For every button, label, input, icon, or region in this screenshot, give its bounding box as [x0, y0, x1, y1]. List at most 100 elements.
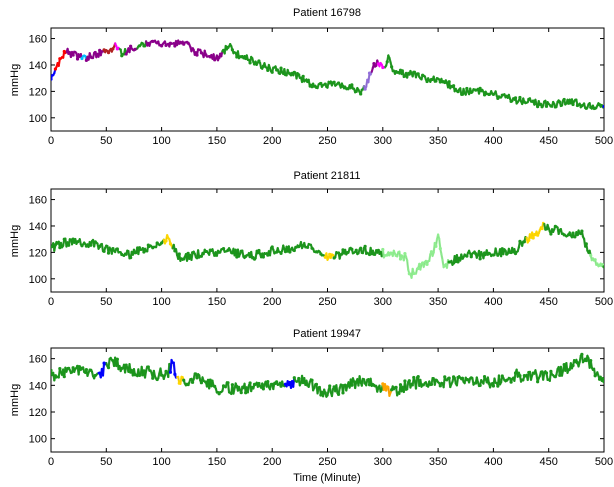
data-point: [385, 60, 389, 64]
data-point: [496, 384, 500, 388]
data-point: [354, 248, 358, 252]
y-tick-label: 140: [29, 221, 47, 233]
data-point: [509, 380, 513, 384]
data-point: [217, 55, 221, 59]
data-point: [385, 385, 389, 389]
data-point: [164, 369, 168, 373]
data-point: [593, 258, 597, 262]
data-point: [589, 253, 593, 257]
data-point: [248, 255, 252, 259]
y-tick-label: 160: [29, 195, 47, 207]
data-point: [513, 252, 518, 256]
series-segment: [268, 246, 273, 257]
data-point: [221, 247, 226, 251]
data-point: [283, 250, 288, 254]
data-point: [354, 89, 358, 93]
data-point: [438, 247, 442, 251]
data-point: [195, 376, 199, 380]
data-point: [363, 244, 367, 248]
data-point: [62, 237, 66, 241]
data-point: [230, 48, 234, 52]
data-point: [602, 380, 604, 384]
data-point: [575, 361, 580, 365]
data-point: [239, 249, 243, 253]
data-point: [562, 362, 566, 367]
data-point: [120, 366, 124, 370]
data-point: [447, 260, 451, 264]
data-point: [544, 104, 549, 108]
data-point: [151, 246, 155, 250]
data-point: [226, 381, 230, 385]
data-point: [451, 375, 456, 379]
chart-title-3: Patient 19947: [293, 328, 361, 340]
data-point: [531, 99, 535, 103]
x-tick-label: 150: [208, 456, 226, 468]
series-segment: [246, 384, 251, 394]
data-point: [580, 229, 584, 233]
x-tick-label: 300: [374, 296, 392, 308]
data-point: [487, 92, 491, 97]
data-point: [527, 97, 531, 101]
data-point: [390, 388, 394, 392]
data-point: [283, 73, 288, 77]
data-point: [571, 363, 575, 368]
data-point: [451, 84, 456, 88]
data-point: [226, 248, 230, 252]
series-segment: [414, 376, 419, 390]
data-point: [124, 52, 128, 56]
data-point: [597, 377, 602, 381]
data-point: [562, 233, 566, 237]
plot-area-2: 0 50 100 150 200 250 300 350 400 450 500 100 120 140 1…: [29, 188, 613, 308]
data-point: [584, 242, 588, 246]
data-point: [235, 255, 239, 259]
data-point: [398, 257, 403, 261]
data-point: [288, 380, 292, 385]
data-point: [177, 41, 181, 45]
data-point: [553, 375, 557, 379]
data-point: [164, 239, 168, 243]
data-point: [301, 380, 305, 385]
data-point: [363, 87, 367, 91]
data-point: [527, 370, 531, 375]
data-point: [434, 378, 438, 382]
plot-area-3: 0 50 100 150 200 250 300 350 400 450 500 100 120 140 1…: [29, 347, 613, 468]
series-segment: [143, 369, 148, 379]
data-point: [182, 257, 186, 261]
data-point: [252, 382, 257, 386]
data-point: [465, 254, 469, 258]
data-point: [390, 251, 394, 255]
data-point: [305, 383, 310, 387]
data-point: [177, 252, 181, 256]
data-point: [500, 93, 504, 97]
data-point: [421, 73, 425, 77]
data-point: [115, 47, 119, 51]
data-point: [142, 44, 146, 48]
data-point: [288, 72, 292, 76]
data-point: [279, 66, 283, 70]
data-point: [173, 44, 177, 48]
data-point: [67, 51, 71, 55]
x-tick-label: 200: [263, 135, 281, 147]
data-point: [310, 246, 314, 250]
data-point: [199, 254, 204, 258]
data-point: [252, 257, 257, 261]
data-point: [425, 383, 429, 387]
data-point: [367, 71, 372, 75]
data-point: [182, 378, 186, 382]
y-tick-label: 140: [29, 60, 47, 72]
data-point: [597, 263, 602, 267]
subplot-1: Patient 16798 mmHg 0 50 100 150 200 250 300 350…: [9, 7, 613, 147]
data-point: [142, 250, 146, 254]
data-point: [394, 253, 398, 257]
data-point: [62, 49, 66, 54]
data-point: [372, 252, 376, 256]
data-point: [558, 373, 562, 377]
series-segment: [438, 237, 442, 250]
data-point: [102, 249, 106, 253]
data-point: [425, 79, 429, 84]
data-point: [385, 253, 389, 257]
data-point: [482, 251, 487, 255]
data-point: [297, 376, 301, 381]
data-point: [513, 96, 518, 100]
